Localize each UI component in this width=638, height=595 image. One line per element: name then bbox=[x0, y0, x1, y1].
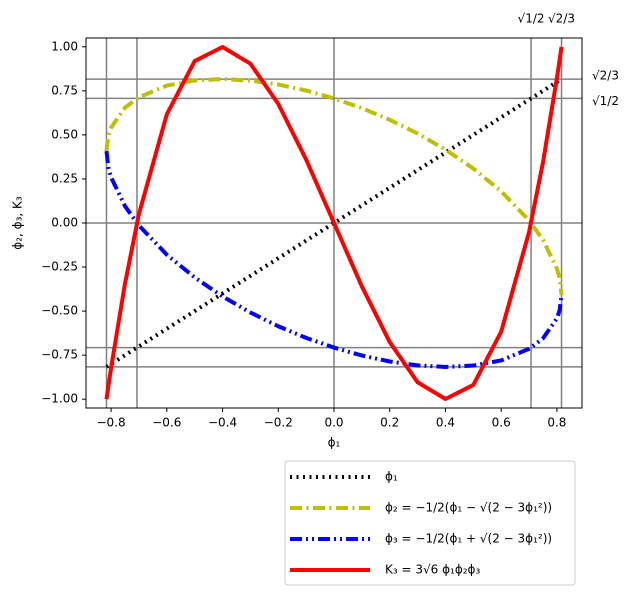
y-axis-label: ϕ₂, ϕ₃, K₃ bbox=[11, 196, 25, 250]
legend-label: K₃ = 3√6 ϕ₁ϕ₂ϕ₃ bbox=[385, 563, 480, 577]
x-tick-label: −0.6 bbox=[152, 416, 181, 430]
series-line bbox=[104, 77, 564, 296]
y-tick-label: −1.00 bbox=[41, 392, 78, 406]
top-annotation: √1/2 bbox=[518, 12, 545, 26]
x-tick-label: −0.4 bbox=[208, 416, 237, 430]
y-tick-label: 0.00 bbox=[51, 216, 78, 230]
y-tick-label: 0.50 bbox=[51, 127, 78, 141]
series-line bbox=[104, 44, 564, 402]
top-annotation: √2/3 bbox=[548, 12, 575, 26]
y-tick-label: 1.00 bbox=[51, 39, 78, 53]
x-tick-label: −0.8 bbox=[97, 416, 126, 430]
x-axis-label: ϕ₁ bbox=[328, 436, 341, 450]
legend-label: ϕ₁ bbox=[385, 470, 398, 484]
series-line bbox=[105, 77, 563, 369]
x-tick-label: 0.4 bbox=[436, 416, 455, 430]
series-line bbox=[104, 150, 564, 369]
x-tick-label: 0.2 bbox=[380, 416, 399, 430]
y-tick-label: 0.25 bbox=[51, 171, 78, 185]
plot-frame bbox=[85, 37, 583, 409]
legend-label: ϕ₃ = −1/2(ϕ₁ + √(2 − 3ϕ₁²)) bbox=[385, 532, 552, 546]
x-tick-label: 0.8 bbox=[547, 416, 566, 430]
y-tick-label: 0.75 bbox=[51, 83, 78, 97]
y-tick-label: −0.25 bbox=[41, 260, 78, 274]
legend-box bbox=[284, 460, 576, 586]
x-tick-label: 0.6 bbox=[492, 416, 511, 430]
right-annotation: √2/3 bbox=[592, 69, 619, 83]
y-tick-label: −0.75 bbox=[41, 348, 78, 362]
legend-label: ϕ₂ = −1/2(ϕ₁ − √(2 − 3ϕ₁²)) bbox=[385, 501, 552, 515]
x-tick-label: 0.0 bbox=[324, 416, 343, 430]
x-tick-label: −0.2 bbox=[264, 416, 293, 430]
y-tick-label: −0.50 bbox=[41, 304, 78, 318]
right-annotation: √1/2 bbox=[592, 94, 619, 108]
